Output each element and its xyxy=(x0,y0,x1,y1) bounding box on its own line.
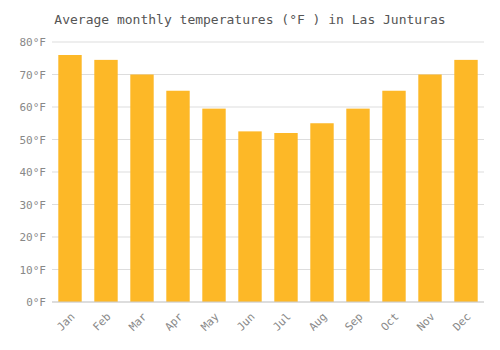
x-tick-label: Apr xyxy=(162,310,186,334)
y-tick-label: 30°F xyxy=(20,199,47,212)
grid xyxy=(52,42,484,302)
x-tick-label: Feb xyxy=(90,310,113,333)
x-tick-label: Mar xyxy=(126,310,150,334)
x-tick-label: May xyxy=(198,310,222,334)
bar xyxy=(382,91,405,302)
bar xyxy=(454,60,477,302)
bar xyxy=(94,60,117,302)
chart-svg: Average monthly temperatures (°F ) in La… xyxy=(0,0,500,350)
grid-line xyxy=(52,42,484,43)
x-axis-line xyxy=(52,302,484,303)
y-tick-label: 20°F xyxy=(20,231,47,244)
bar xyxy=(130,75,153,303)
bar xyxy=(238,131,261,302)
bar xyxy=(274,133,297,302)
x-tick-label: Dec xyxy=(450,310,473,333)
x-tick-label: Jul xyxy=(270,310,293,333)
x-tick-label: Oct xyxy=(378,310,401,333)
chart-container: Average monthly temperatures (°F ) in La… xyxy=(0,0,500,350)
title: Average monthly temperatures (°F ) in La… xyxy=(54,12,445,27)
y-tick-label: 60°F xyxy=(20,101,47,114)
grid-line xyxy=(52,302,484,303)
y-tick-label: 40°F xyxy=(20,166,47,179)
x-tick-label: Nov xyxy=(414,310,438,334)
bars xyxy=(58,55,477,302)
x-tick-label: Sep xyxy=(342,310,365,333)
bar xyxy=(346,109,369,302)
bar xyxy=(418,75,441,303)
bar xyxy=(58,55,81,302)
bar xyxy=(310,123,333,302)
x-tick-label: Jan xyxy=(54,310,77,333)
y-tick-label: 80°F xyxy=(20,36,47,49)
y-tick-label: 10°F xyxy=(20,264,47,277)
bar xyxy=(202,109,225,302)
y-tick-label: 0°F xyxy=(26,296,46,309)
x-tick-label: Aug xyxy=(306,310,329,333)
x-tick-label: Jun xyxy=(234,310,257,333)
y-tick-label: 50°F xyxy=(20,134,47,147)
y-tick-label: 70°F xyxy=(20,69,47,82)
bar xyxy=(166,91,189,302)
